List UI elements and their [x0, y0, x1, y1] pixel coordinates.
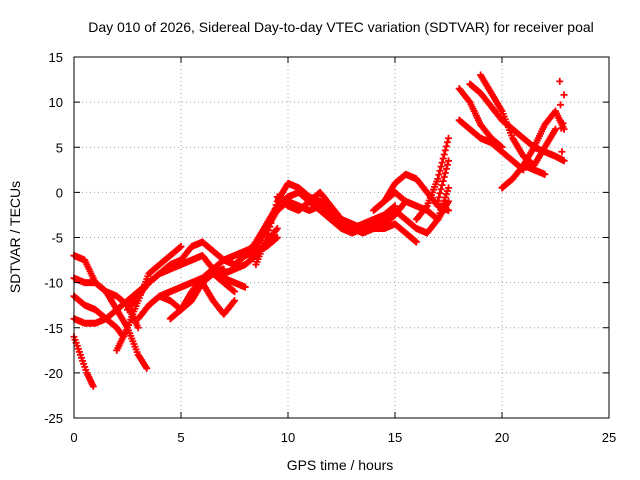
y-tick-label: 15	[49, 50, 63, 65]
data-point-markers	[434, 157, 452, 205]
data-point-markers	[477, 71, 559, 169]
x-axis-label: GPS time / hours	[287, 457, 394, 473]
series-trace-23	[455, 85, 506, 151]
series-trace-20	[391, 184, 452, 237]
data-point-markers	[556, 77, 568, 156]
data-points	[70, 71, 568, 390]
data-point-markers	[412, 134, 452, 223]
y-tick-label: 5	[56, 140, 63, 155]
data-point-markers	[498, 107, 568, 192]
axis-ticks: 0 5 10 15 20 25 -25 -20 -15 -10 -5 0 5 10 15	[44, 50, 616, 445]
series-trace-26	[477, 71, 559, 169]
data-point-markers	[455, 85, 506, 151]
x-tick-label: 10	[281, 430, 295, 445]
y-tick-label: 0	[56, 185, 63, 200]
chart-title: Day 010 of 2026, Sidereal Day-to-day VTE…	[88, 19, 594, 35]
series-trace-28	[519, 161, 549, 178]
series-trace-22	[434, 157, 452, 205]
y-tick-label: -10	[44, 276, 63, 291]
series-trace-25	[455, 116, 527, 174]
series-trace-12	[198, 279, 238, 318]
data-point-markers	[455, 116, 527, 174]
series-trace-21	[412, 134, 452, 223]
x-tick-label: 15	[388, 430, 402, 445]
data-point-markers	[519, 161, 549, 178]
data-point-markers	[391, 184, 452, 237]
data-point-markers	[198, 279, 238, 318]
series-trace-27	[498, 107, 568, 192]
x-tick-label: 25	[602, 430, 616, 445]
y-axis-label: SDTVAR / TECUs	[7, 181, 23, 293]
x-tick-label: 20	[495, 430, 509, 445]
y-tick-label: 10	[49, 95, 63, 110]
series-trace-29	[556, 77, 568, 156]
y-tick-label: -25	[44, 411, 63, 426]
y-tick-label: -15	[44, 321, 63, 336]
x-tick-label: 0	[70, 430, 77, 445]
data-point-markers	[273, 188, 410, 237]
y-tick-label: -20	[44, 366, 63, 381]
y-tick-label: -5	[51, 231, 63, 246]
grid-lines	[74, 57, 609, 418]
series-trace-17	[273, 188, 410, 237]
x-tick-label: 5	[177, 430, 184, 445]
